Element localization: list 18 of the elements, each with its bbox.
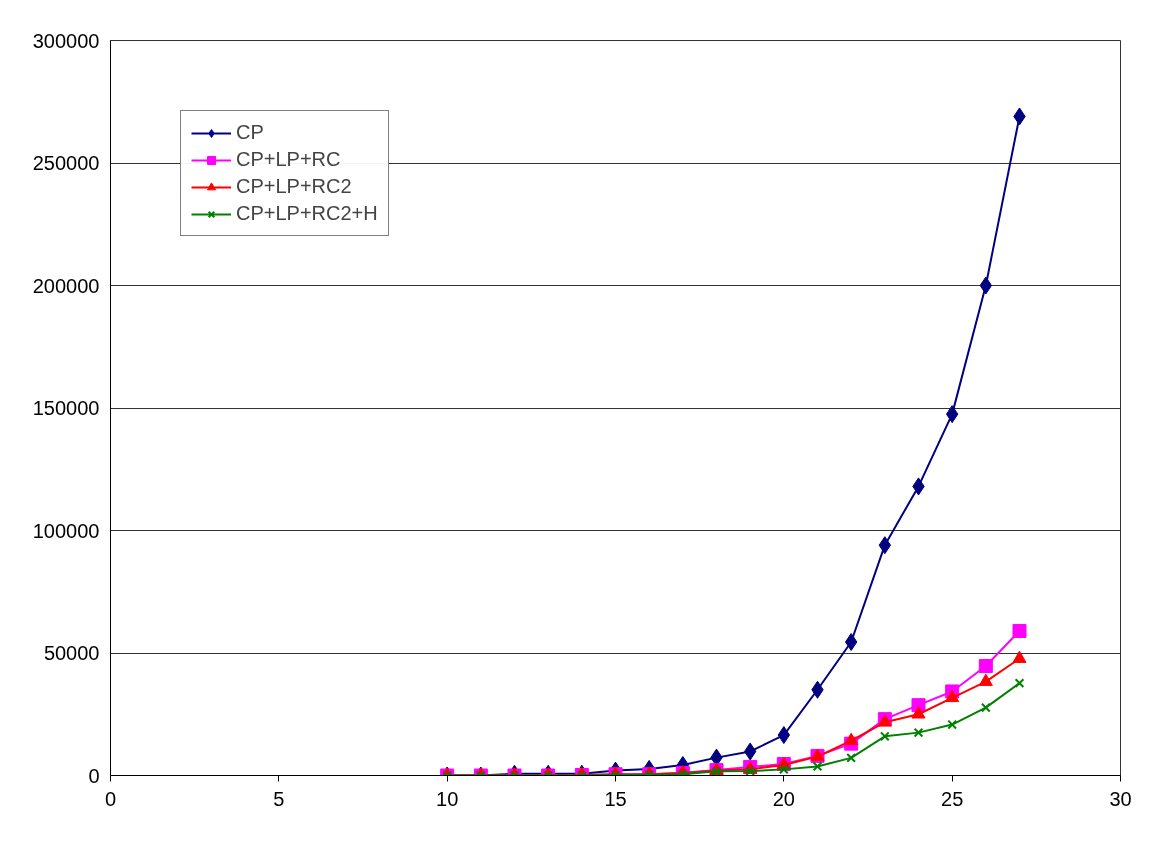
y-tick-label: 300000	[32, 29, 100, 52]
x-tick-label: 5	[273, 787, 285, 810]
legend-label: CP+LP+RC2+H	[236, 202, 378, 225]
y-tick-label: 150000	[32, 397, 100, 419]
x-tick-label: 25	[941, 787, 964, 810]
legend-label: CP+LP+RC	[236, 148, 341, 171]
x-tick-label: 15	[604, 787, 627, 810]
legend-label: CP+LP+RC2	[236, 175, 352, 198]
y-tick-label: 100000	[32, 519, 100, 542]
legend-label: CP	[236, 121, 264, 144]
y-tick-label: 50000	[43, 642, 100, 664]
x-tick-label: 30	[1109, 787, 1132, 810]
y-tick-label: 200000	[32, 274, 100, 297]
y-tick-label: 250000	[32, 152, 100, 174]
x-tick-label: 20	[772, 787, 795, 810]
y-tick-label: 0	[88, 764, 100, 787]
x-tick-label: 10	[436, 787, 459, 810]
x-tick-label: 0	[104, 787, 117, 810]
